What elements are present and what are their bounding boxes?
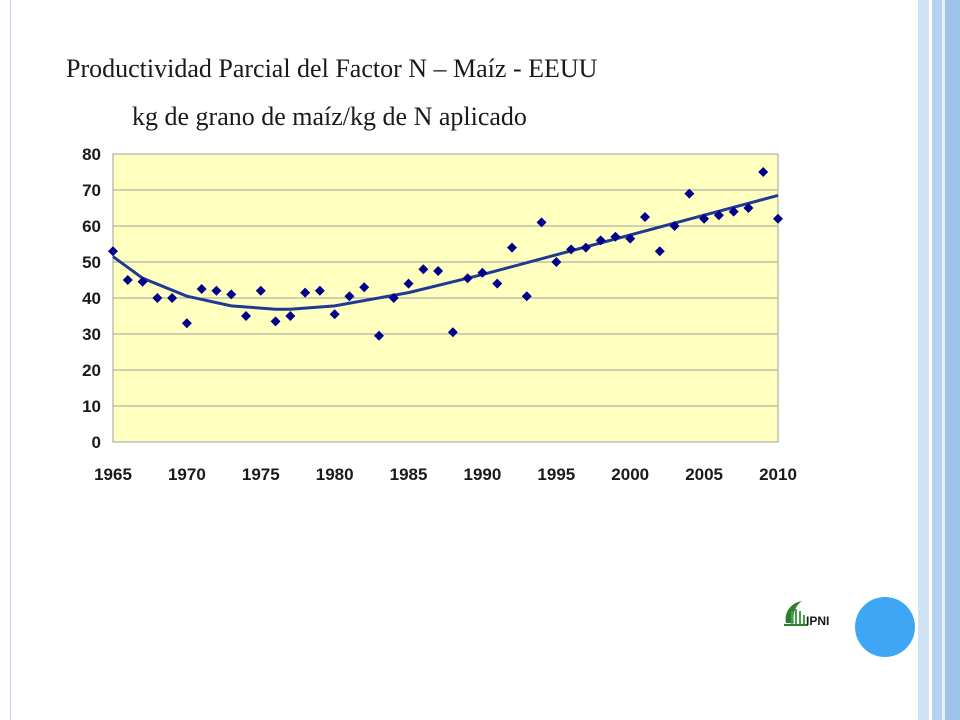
data-point	[167, 293, 178, 303]
ipni-logo-text: IPNI	[806, 614, 830, 628]
data-point	[211, 285, 222, 296]
data-point	[595, 235, 606, 246]
data-point	[773, 213, 783, 224]
y-tick-label: 20	[82, 361, 101, 380]
data-point	[255, 285, 266, 296]
data-point	[492, 278, 503, 289]
y-tick-label: 40	[82, 289, 101, 308]
y-tick-label: 80	[82, 145, 101, 164]
decorative-circle	[855, 597, 915, 657]
y-tick-label: 30	[82, 325, 101, 344]
x-tick-label: 1975	[242, 465, 280, 484]
x-tick-label: 2005	[685, 465, 723, 484]
data-point	[226, 289, 237, 300]
data-point	[625, 233, 636, 244]
x-tick-label: 1995	[537, 465, 575, 484]
data-point	[447, 327, 458, 338]
data-point	[241, 311, 251, 321]
x-tick-label: 1970	[168, 465, 206, 484]
y-tick-label: 60	[82, 217, 101, 236]
data-point	[640, 212, 650, 222]
y-tick-label: 70	[82, 181, 101, 200]
data-point	[684, 188, 695, 199]
data-point	[418, 264, 429, 275]
data-point	[728, 206, 739, 217]
data-point	[462, 273, 473, 284]
data-point	[713, 210, 724, 221]
data-point	[507, 242, 517, 253]
data-point	[181, 318, 192, 329]
x-tick-label: 1965	[94, 465, 132, 484]
data-point	[314, 285, 325, 296]
data-point	[551, 257, 562, 267]
data-point	[758, 167, 769, 177]
data-point	[137, 276, 148, 287]
y-tick-label: 10	[82, 397, 101, 416]
slide-title: Productividad Parcial del Factor N – Maí…	[66, 54, 598, 83]
data-points	[108, 167, 783, 341]
data-point	[403, 278, 414, 289]
data-point	[743, 203, 754, 213]
data-point	[108, 246, 118, 257]
slide-frame-left	[0, 0, 11, 720]
data-point	[300, 287, 311, 298]
data-point	[654, 246, 665, 257]
data-point	[477, 267, 488, 278]
chart-subtitle: kg de grano de maíz/kg de N aplicado	[128, 100, 531, 134]
data-point	[152, 293, 163, 303]
data-point	[285, 311, 296, 321]
data-point	[196, 284, 207, 294]
x-tick-label: 1985	[390, 465, 428, 484]
y-tick-label: 0	[92, 433, 101, 452]
data-point	[374, 330, 384, 341]
data-point	[329, 309, 340, 320]
data-point	[521, 291, 532, 302]
data-point	[699, 213, 710, 224]
data-point	[388, 293, 399, 303]
data-point	[566, 244, 577, 255]
x-axis-ticks: 1965 1970 1975 1980 1985 1990 1995 2000 2005 2010	[94, 465, 797, 484]
x-tick-label: 2000	[611, 465, 649, 484]
data-point	[270, 316, 281, 327]
data-point	[669, 221, 680, 231]
y-tick-label: 50	[82, 253, 101, 272]
data-point	[610, 231, 621, 242]
data-point	[122, 275, 133, 285]
x-tick-label: 1990	[464, 465, 502, 484]
slide-frame-right-stripes	[915, 0, 960, 720]
data-point	[580, 242, 591, 253]
x-tick-label: 1980	[316, 465, 354, 484]
data-point	[344, 291, 355, 302]
data-point	[433, 266, 444, 276]
data-point	[536, 217, 547, 228]
x-tick-label: 2010	[759, 465, 797, 484]
ipni-logo-icon	[784, 601, 808, 626]
y-axis-ticks: 0 10 20 30 40 50 60 70 80	[82, 145, 101, 452]
data-point	[359, 282, 370, 293]
